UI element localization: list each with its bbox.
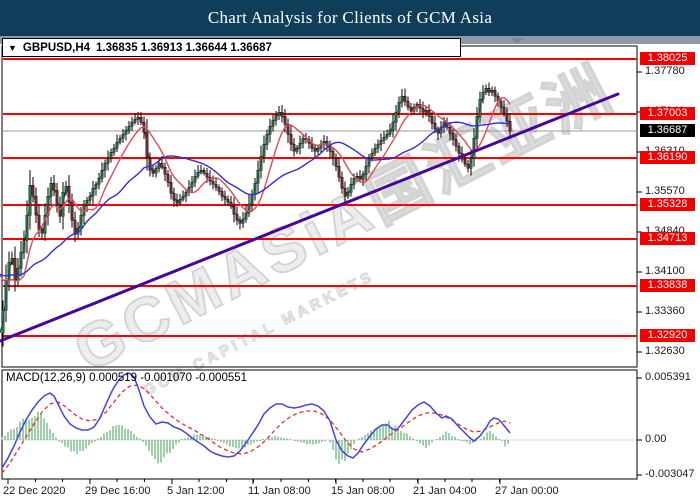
symbol-label: GBPUSD,H4 bbox=[22, 41, 91, 54]
price-level-badge: 1.38025 bbox=[640, 52, 695, 65]
date-tick-label: 27 Jan 00:00 bbox=[495, 485, 559, 497]
window-title: Chart Analysis for Clients of GCM Asia bbox=[207, 8, 493, 27]
price-level-badge: 1.33838 bbox=[640, 279, 695, 292]
date-tick-label: 22 Dec 2020 bbox=[3, 485, 66, 497]
macd-indicator-pane[interactable] bbox=[2, 370, 637, 479]
date-tick-label: 15 Jan 08:00 bbox=[331, 485, 395, 497]
date-tick-label: 5 Jan 12:00 bbox=[167, 485, 225, 497]
price-level-badge: 1.32920 bbox=[640, 329, 695, 342]
price-level-badge: 1.34713 bbox=[640, 232, 695, 245]
ohlc-values: 1.36835 1.36913 1.36644 1.36687 bbox=[96, 41, 272, 54]
macd-label: MACD(12,26,9) bbox=[6, 372, 86, 384]
macd-header: MACD(12,26,9) 0.000519 -0.001070 -0.0005… bbox=[6, 372, 247, 384]
date-tick-label: 11 Jan 08:00 bbox=[248, 485, 311, 497]
price-tick-label: 1.34100 bbox=[645, 265, 685, 277]
price-tick-label: 1.33360 bbox=[645, 305, 685, 317]
price-level-badge: 1.36190 bbox=[640, 151, 695, 164]
price-tick-label: 1.37780 bbox=[645, 65, 685, 77]
main-chart-pane[interactable] bbox=[2, 46, 637, 367]
date-tick-label: 21 Jan 04:00 bbox=[413, 485, 477, 497]
macd-tick-label: -0.003047 bbox=[645, 468, 695, 480]
price-tick-label: 1.35570 bbox=[645, 185, 685, 197]
macd-tick-label: 0.005391 bbox=[645, 371, 691, 383]
price-tick-label: 1.32630 bbox=[645, 345, 685, 357]
symbol-header[interactable]: ▼ GBPUSD,H4 1.36835 1.36913 1.36644 1.36… bbox=[2, 38, 461, 57]
date-tick-label: 29 Dec 16:00 bbox=[85, 485, 151, 497]
macd-tick-label: 0.00 bbox=[645, 433, 667, 445]
price-level-badge: 1.37003 bbox=[640, 107, 695, 120]
window-title-bar: Chart Analysis for Clients of GCM Asia bbox=[0, 0, 700, 36]
price-level-badge: 1.35328 bbox=[640, 198, 695, 211]
chevron-down-icon[interactable]: ▼ bbox=[8, 42, 17, 53]
macd-values: 0.000519 -0.001070 -0.000551 bbox=[89, 372, 248, 384]
current-price-badge: 1.36687 bbox=[640, 124, 695, 137]
chart-background bbox=[0, 44, 700, 500]
